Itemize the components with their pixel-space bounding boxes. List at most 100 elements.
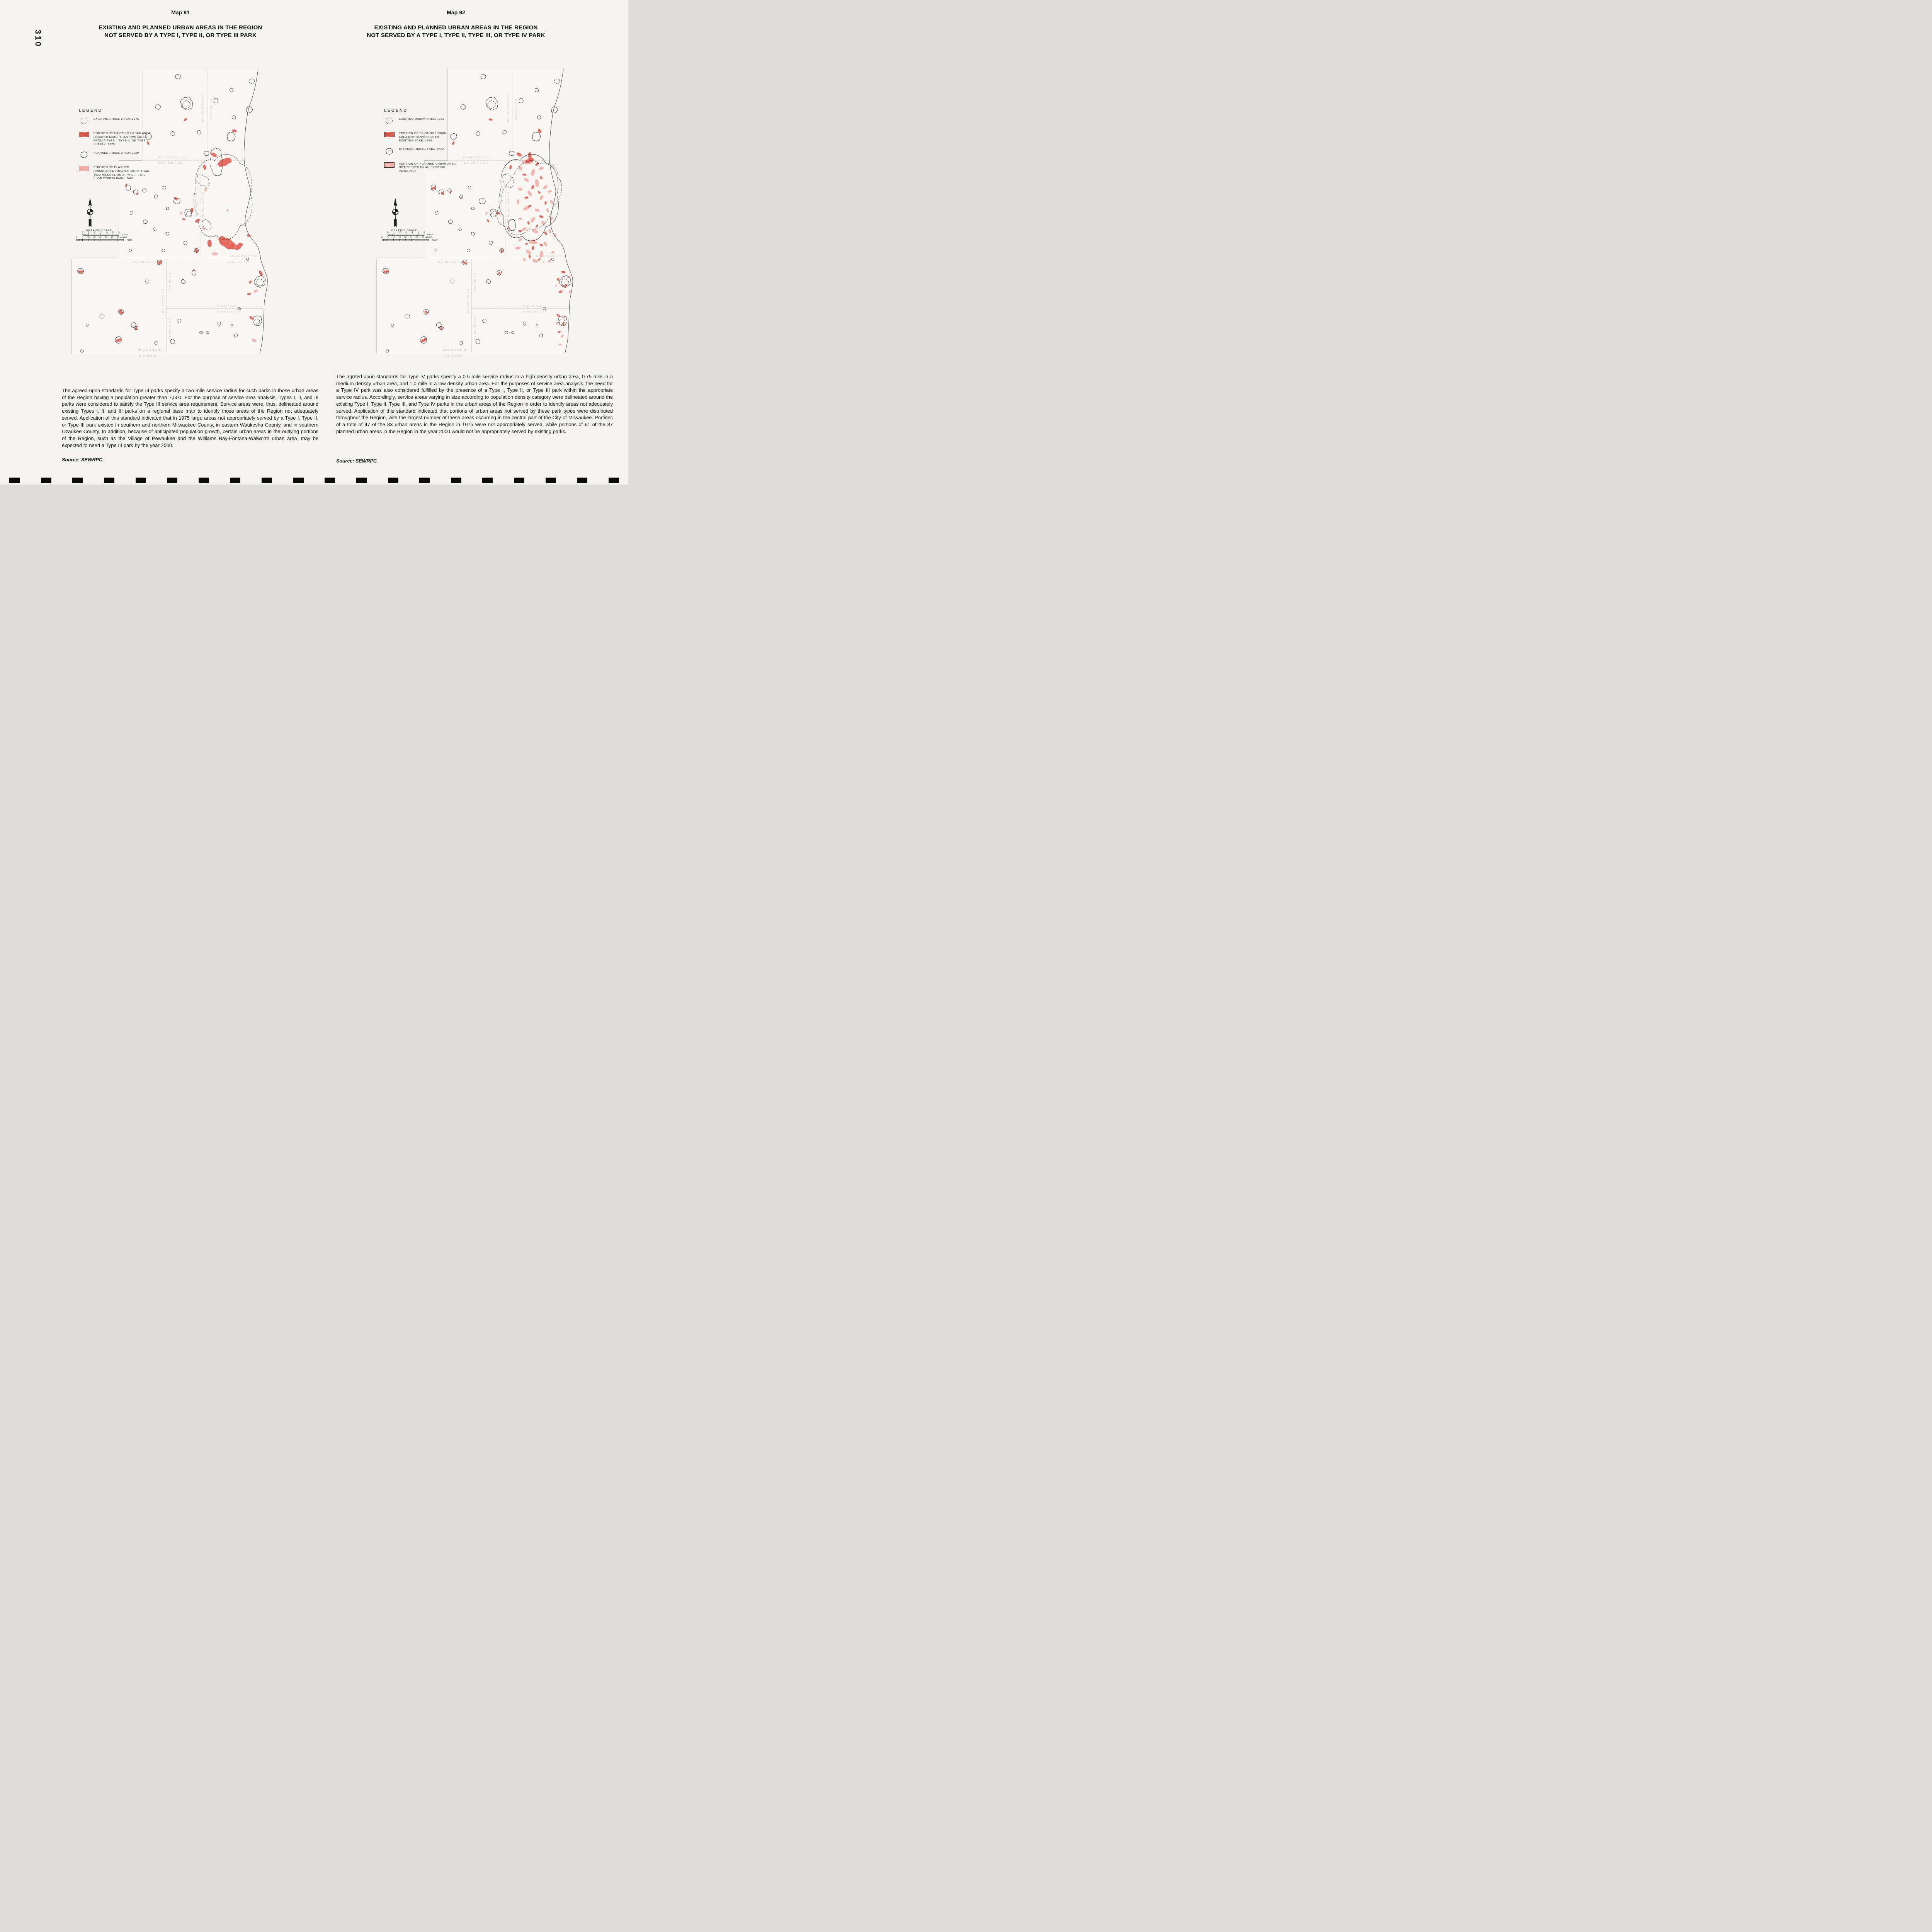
unserved-area-patch [259,270,263,276]
unserved-area-patch [157,260,162,265]
planned-urban-area-outline [206,331,209,334]
planned-urban-area-outline [551,258,554,261]
urban-agglomeration-outline [202,219,212,231]
planned-urban-area-outline [460,104,466,110]
legend-title: LEGEND [384,108,408,113]
county-name-label: WAUKESHA CO. [500,191,503,216]
existing-urban-area-outline [129,249,132,252]
unserved-area-patch [531,169,535,176]
unserved-area-patch [550,217,553,221]
unserved-area-patch [556,322,558,325]
county-name-label: ILLINOIS [444,354,463,357]
planned-urban-area-outline [489,241,493,245]
unserved-area-patch [119,310,123,315]
planned-urban-area-outline [497,270,502,276]
planned-urban-area-outline [143,219,148,224]
planned-urban-area-outline [502,130,507,134]
svg-text:2: 2 [94,231,95,234]
planned-urban-area-outline [420,336,427,344]
planned-urban-area-outline [480,74,486,79]
county-name-label: WAUKESHA CO. [158,162,184,165]
county-name-label: WASHINGTON CO. [463,157,493,159]
unserved-area-patch [204,187,207,192]
film-strip-mark [167,478,178,483]
unserved-area-patch [202,226,206,230]
map-legend: LEGEND EXISTING URBAN AREA: 1975 PORTION… [384,108,477,178]
county-name-label: KENOSHA CO. [169,316,172,339]
svg-text:3: 3 [405,231,406,234]
planned-urban-area-outline [173,198,180,204]
svg-text:35: 35 [116,236,119,239]
red-area-swatch-icon [384,132,395,138]
existing-urban-area-outline [435,211,439,215]
unserved-area-patch [195,219,200,223]
unserved-area-patch [531,185,534,189]
svg-text:0: 0 [82,231,83,234]
svg-text:1: 1 [88,231,89,234]
map91-source-note: Source: SEWRPC. [62,457,104,463]
feet-unit-label: FEET [432,239,437,242]
planned-urban-area-outline [462,259,468,265]
county-name-label: MILWAUKEE CO. [231,255,257,258]
unserved-area-patch [557,277,560,281]
map91-figure: WASHINGTON CO. OZAUKEE CO. WASHINGTON CO. W… [67,63,278,362]
legend-item: EXISTING URBAN AREA: 1975 [79,117,172,126]
existing-urban-area-outline [487,100,496,109]
legend-title: LEGEND [79,108,103,113]
unserved-area-patch [518,218,522,220]
unserved-area-patch [212,252,218,255]
film-strip-mark [135,478,146,483]
svg-text:15: 15 [93,236,95,239]
unserved-area-patch [546,208,549,213]
existing-urban-area-outline [177,319,181,323]
unserved-area-patch [249,316,253,320]
unserved-area-patch [560,334,564,338]
existing-urban-area-outline [186,211,192,216]
svg-text:15: 15 [398,236,400,239]
film-strip-mark [104,478,114,483]
unserved-area-patch [537,258,541,261]
planned-urban-area-outline [386,349,389,353]
unserved-area-patch [527,221,530,225]
unserved-area-patch [534,208,540,212]
unserved-area-patch [554,285,558,287]
unserved-area-patch [528,204,532,208]
existing-urban-area-outline [391,323,394,327]
film-strip-mark [608,478,619,483]
planned-urban-area-outline [539,333,543,338]
planned-urban-area-outline [559,276,571,288]
planned-urban-area-outline [118,309,124,315]
feet-scale-bar [381,239,429,241]
svg-text:35: 35 [422,236,424,239]
map91-caption-paragraph: The agreed-upon standards for Type III p… [62,388,318,448]
unserved-area-patch [184,118,187,121]
map91-title-line1: EXISTING AND PLANNED URBAN AREAS IN THE … [99,24,262,31]
county-name-label: ILLINOIS [139,354,157,357]
county-name-label: WISCONSIN [443,349,467,352]
unserved-area-patch [532,259,537,263]
county-name-label: MILWAUKEE CO. [202,190,205,217]
svg-text:40,000: 40,000 [425,236,432,239]
urban-agglomeration-outline [508,219,516,231]
svg-text:2: 2 [399,231,400,234]
unserved-area-patch [115,338,122,342]
svg-text:5: 5 [112,231,113,234]
miles-scale-bar [82,233,119,236]
legend-item: EXISTING URBAN AREA: 1975 [384,117,477,126]
unserved-area-patch [235,243,243,250]
map92-title-line2: NOT SERVED BY A TYPE I, TYPE II, TYPE II… [367,32,545,39]
planned-urban-area-outline [231,115,236,120]
unserved-area-patch [539,215,544,218]
map91-label: Map 91 [171,9,190,15]
planned-urban-area-outline [475,339,481,344]
feet-scale-bar [76,239,124,241]
svg-text:0: 0 [76,236,77,239]
svg-text:0: 0 [381,236,382,239]
unserved-area-patch [182,218,186,221]
unserved-area-patch [538,128,542,133]
svg-text:20: 20 [404,236,406,239]
miles-unit-label: MILES [427,234,433,236]
unserved-area-patch [558,344,562,346]
urban-agglomeration-outline [498,154,559,241]
